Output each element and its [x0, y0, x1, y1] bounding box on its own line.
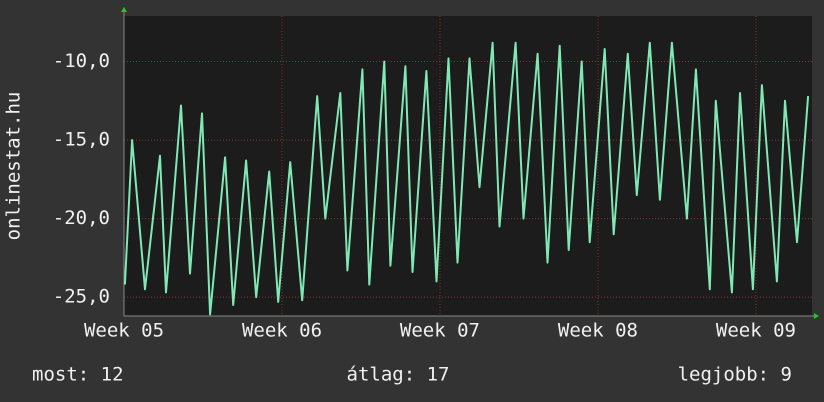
stat-best: legjobb: 9 — [678, 364, 792, 386]
y-axis-arrow — [121, 7, 127, 12]
y-tick-label: -15,0 — [53, 129, 110, 151]
y-tick-label: -25,0 — [53, 286, 110, 308]
x-tick-label: Week 06 — [242, 320, 322, 342]
y-tick-label: -20,0 — [53, 207, 110, 229]
stat-average: átlag: 17 — [347, 364, 450, 386]
plot-area — [124, 16, 812, 316]
stat-current: most: 12 — [32, 364, 124, 386]
x-tick-label: Week 09 — [716, 320, 796, 342]
x-tick-label: Week 08 — [558, 320, 638, 342]
data-line — [123, 41, 810, 316]
x-axis-arrow — [814, 313, 819, 319]
y-tick-label: -10,0 — [53, 50, 110, 72]
x-tick-label: Week 07 — [400, 320, 480, 342]
x-tick-label: Week 05 — [84, 320, 164, 342]
y-axis-label: onlinestat.hu — [3, 92, 25, 241]
